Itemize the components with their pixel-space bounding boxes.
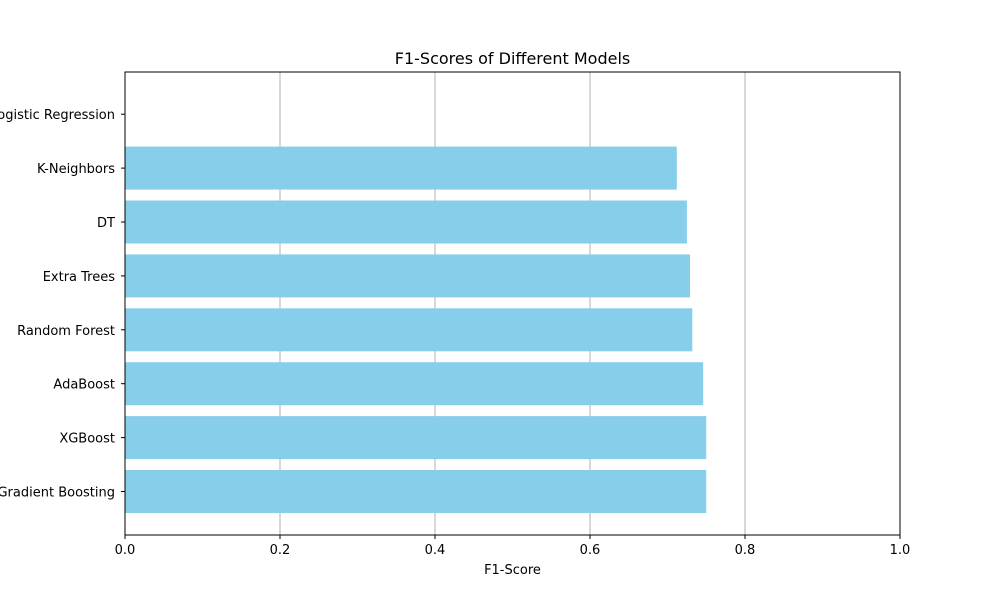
bars: [125, 146, 707, 513]
y-tick-label: Extra Trees: [43, 270, 116, 285]
x-tick-label: 0.6: [580, 543, 601, 558]
chart-title: F1-Scores of Different Models: [395, 49, 630, 68]
bar: [125, 362, 704, 406]
x-tick-label: 0.0: [115, 543, 136, 558]
bar: [125, 470, 707, 513]
bar: [125, 308, 693, 352]
y-tick-label: AdaBoost: [53, 378, 115, 393]
y-tick-label: XGBoost: [59, 432, 115, 447]
y-tick-label: K-Neighbors: [37, 162, 115, 177]
x-tick-label: 0.4: [425, 543, 446, 558]
y-tick-label: DT: [97, 216, 115, 231]
bar: [125, 254, 690, 298]
y-tick-label: Random Forest: [17, 324, 115, 339]
y-tick-label: Logistic Regression: [0, 108, 115, 123]
x-axis-label: F1-Score: [484, 563, 541, 578]
bar: [125, 146, 677, 190]
grid-lines: [279, 72, 746, 535]
axis-ticks: 0.0 0.2 0.4 0.6 0.8 1.0 Gradient Boosting XGBoo…: [0, 108, 910, 558]
y-tick-label: Gradient Boosting: [0, 486, 115, 501]
plot-frame: [124, 71, 901, 536]
x-tick-label: 0.2: [270, 543, 291, 558]
x-tick-label: 1.0: [890, 543, 911, 558]
bar: [125, 416, 707, 460]
x-tick-label: 0.8: [735, 543, 756, 558]
bar: [125, 200, 687, 244]
